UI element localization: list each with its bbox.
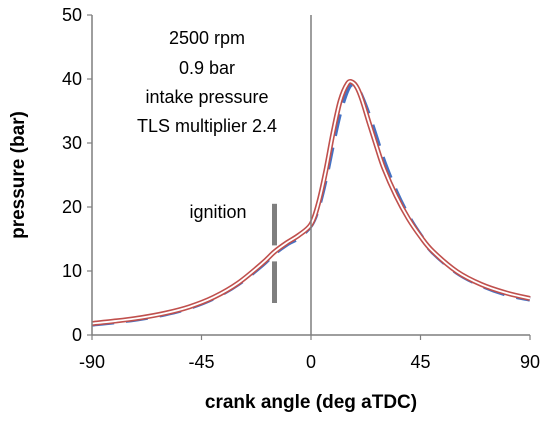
annotation-line-3: intake pressure [145,87,268,107]
annotation-block: 2500 rpm 0.9 bar intake pressure TLS mul… [137,28,277,136]
y-axis-title: pressure (bar) [8,111,29,239]
x-tick-label--45: -45 [188,352,214,372]
annotation-line-1: 2500 rpm [169,28,245,48]
x-axis-title: crank angle (deg aTDC) [205,392,417,413]
y-tick-label-50: 50 [62,5,82,25]
y-tick-label-30: 30 [62,133,82,153]
series-model-line-core [91,80,531,325]
plot-area [91,78,531,327]
x-tick-label-45: 45 [410,352,430,372]
annotation-line-2: 0.9 bar [179,58,235,78]
axes: 0 10 20 30 40 50 -90 -45 0 45 90 [62,5,540,372]
annotation-line-4: TLS multiplier 2.4 [137,116,277,136]
x-tick-label-0: 0 [306,352,316,372]
y-tick-label-20: 20 [62,197,82,217]
x-tick-label-90: 90 [520,352,540,372]
y-tick-label-0: 0 [72,325,82,345]
x-tick-label--90: -90 [79,352,105,372]
y-tick-label-40: 40 [62,69,82,89]
ignition-label: ignition [189,202,246,222]
y-tick-label-10: 10 [62,261,82,281]
